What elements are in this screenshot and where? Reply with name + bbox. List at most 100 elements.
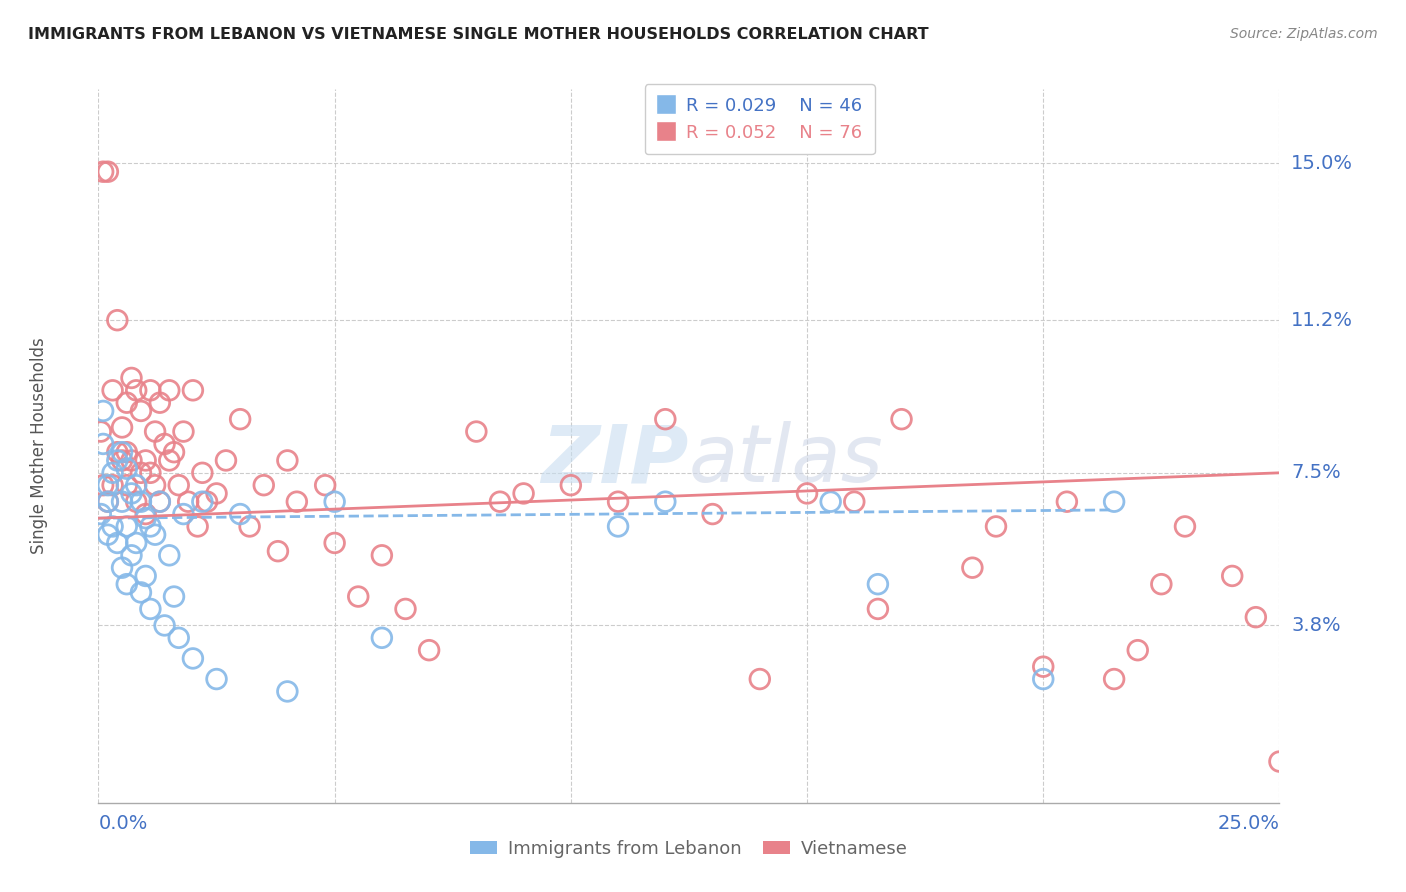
Point xyxy=(91,437,114,451)
Text: atlas: atlas xyxy=(689,421,884,500)
Point xyxy=(984,519,1007,533)
Point xyxy=(111,420,134,434)
Point xyxy=(607,519,630,533)
Point xyxy=(1244,610,1267,624)
Point xyxy=(129,494,152,508)
Point xyxy=(115,519,138,533)
Point xyxy=(394,602,416,616)
Point xyxy=(101,478,124,492)
Point xyxy=(866,602,889,616)
Point xyxy=(129,585,152,599)
Point xyxy=(167,631,190,645)
Point xyxy=(125,478,148,492)
Point xyxy=(153,618,176,632)
Point xyxy=(129,466,152,480)
Point xyxy=(153,437,176,451)
Point xyxy=(101,384,124,398)
Point xyxy=(607,494,630,508)
Point xyxy=(167,478,190,492)
Point xyxy=(253,478,276,492)
Point xyxy=(702,507,724,521)
Point xyxy=(371,631,394,645)
Point xyxy=(149,395,172,409)
Point xyxy=(347,590,370,604)
Point xyxy=(276,453,298,467)
Point xyxy=(796,486,818,500)
Point xyxy=(105,445,128,459)
Point xyxy=(135,569,157,583)
Point xyxy=(115,577,138,591)
Text: 15.0%: 15.0% xyxy=(1291,154,1353,173)
Text: 7.5%: 7.5% xyxy=(1291,463,1341,483)
Point xyxy=(163,590,186,604)
Point xyxy=(121,453,143,467)
Point xyxy=(323,494,346,508)
Point xyxy=(111,445,134,459)
Point xyxy=(139,602,162,616)
Point xyxy=(121,371,143,385)
Point xyxy=(105,536,128,550)
Point xyxy=(181,651,204,665)
Point xyxy=(195,494,218,508)
Point xyxy=(323,536,346,550)
Point xyxy=(105,313,128,327)
Point xyxy=(135,453,157,467)
Point xyxy=(285,494,308,508)
Point xyxy=(239,519,262,533)
Point xyxy=(1102,672,1125,686)
Point xyxy=(143,527,166,541)
Point xyxy=(1056,494,1078,508)
Point xyxy=(890,412,912,426)
Point xyxy=(90,507,112,521)
Point xyxy=(135,507,157,521)
Text: IMMIGRANTS FROM LEBANON VS VIETNAMESE SINGLE MOTHER HOUSEHOLDS CORRELATION CHART: IMMIGRANTS FROM LEBANON VS VIETNAMESE SI… xyxy=(28,27,929,42)
Point xyxy=(489,494,512,508)
Point xyxy=(91,404,114,418)
Point xyxy=(820,494,842,508)
Text: 11.2%: 11.2% xyxy=(1291,310,1353,330)
Point xyxy=(418,643,440,657)
Point xyxy=(125,536,148,550)
Point xyxy=(191,466,214,480)
Point xyxy=(177,494,200,508)
Point xyxy=(314,478,336,492)
Point xyxy=(229,507,252,521)
Point xyxy=(121,549,143,563)
Point xyxy=(157,384,180,398)
Text: 0.0%: 0.0% xyxy=(98,814,148,832)
Point xyxy=(101,519,124,533)
Legend: Immigrants from Lebanon, Vietnamese: Immigrants from Lebanon, Vietnamese xyxy=(463,833,915,865)
Point xyxy=(125,384,148,398)
Point xyxy=(97,478,120,492)
Point xyxy=(157,549,180,563)
Point xyxy=(465,425,488,439)
Text: Source: ZipAtlas.com: Source: ZipAtlas.com xyxy=(1230,27,1378,41)
Point xyxy=(97,494,120,508)
Point xyxy=(101,466,124,480)
Point xyxy=(149,494,172,508)
Point xyxy=(139,519,162,533)
Point xyxy=(143,478,166,492)
Point xyxy=(111,453,134,467)
Point xyxy=(654,412,676,426)
Point xyxy=(1220,569,1243,583)
Point xyxy=(139,466,162,480)
Point xyxy=(866,577,889,591)
Point xyxy=(962,560,984,574)
Point xyxy=(205,672,228,686)
Point xyxy=(181,384,204,398)
Point xyxy=(1032,672,1054,686)
Text: 25.0%: 25.0% xyxy=(1218,814,1279,832)
Point xyxy=(1150,577,1173,591)
Point xyxy=(172,507,194,521)
Point xyxy=(187,519,209,533)
Point xyxy=(215,453,238,467)
Point xyxy=(163,445,186,459)
Point xyxy=(172,425,194,439)
Point xyxy=(748,672,770,686)
Point xyxy=(276,684,298,698)
Point xyxy=(121,486,143,500)
Point xyxy=(115,478,138,492)
Point xyxy=(844,494,866,508)
Point xyxy=(143,425,166,439)
